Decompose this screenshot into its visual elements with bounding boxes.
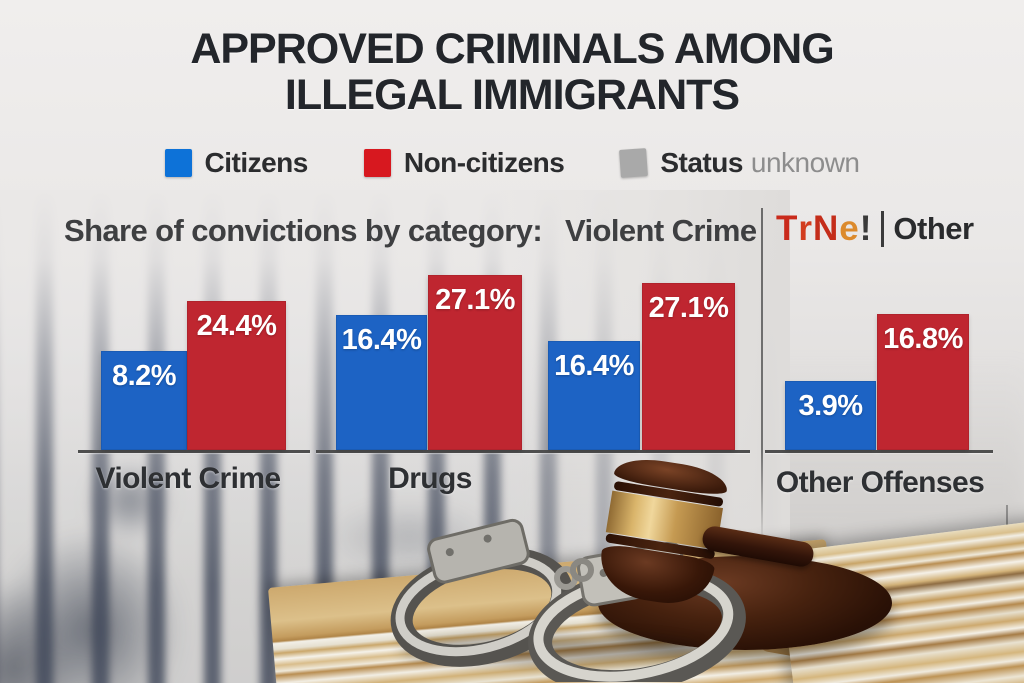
page-title: APPROVED CRIMINALS AMONG ILLEGAL IMMIGRA… (0, 26, 1024, 119)
bar-non-citizens-violent-crime: 24.4% (187, 301, 286, 450)
bar-non-citizens: 27.1% (642, 283, 735, 450)
logo-char: e (839, 209, 860, 248)
non-citizens-color-swatch (363, 149, 391, 177)
citizens-color-swatch (164, 149, 192, 177)
legend-item-non-citizens: Non-citizens (363, 147, 565, 179)
legend-label-status-unknown: Status unknown (660, 147, 860, 179)
subtitle-category-violent-crime: Violent Crime (565, 213, 757, 248)
bar-value-label: 3.9% (798, 390, 863, 422)
logo-text: TrNe! (776, 209, 872, 249)
status-unknown-color-swatch (619, 148, 649, 178)
legend-label-citizens: Citizens (204, 147, 309, 178)
chart-subtitle: Share of convictions by category: (64, 213, 543, 248)
bar-non-citizens-other-offenses: 16.8% (877, 314, 969, 450)
bar-value-label: 8.2% (111, 360, 177, 392)
legend-item-citizens: Citizens (164, 147, 309, 179)
title-line-2: ILLEGAL IMMIGRANTS (284, 71, 740, 120)
logo-char: ! (859, 209, 873, 248)
logo-separator (881, 211, 885, 247)
category-label-violent-crime: Violent Crime (95, 462, 281, 495)
right-edge-line (1006, 505, 1008, 567)
logo-char: r (798, 209, 814, 248)
logo-char: T (776, 209, 799, 248)
bar-citizens-violent-crime: 8.2% (101, 351, 187, 450)
legend-item-status-unknown: Status unknown (619, 147, 860, 179)
bar-citizens-other-offenses: 3.9% (785, 381, 876, 450)
bar-value-label: 16.4% (554, 350, 634, 382)
unknown-label: unknown (750, 147, 860, 178)
garbled-logo: TrNe! Other (776, 209, 974, 249)
bar-citizens: 16.4% (548, 341, 640, 450)
title-line-1: APPROVED CRIMINALS AMONG (190, 25, 834, 73)
axis-baseline (765, 450, 993, 453)
legend-label-non-citizens: Non-citizens (403, 147, 565, 178)
bar-non-citizens-drugs: 27.1% (428, 275, 522, 450)
axis-baseline (78, 450, 310, 453)
axis-baseline (316, 450, 750, 453)
category-label-other-offenses: Other Offenses (775, 466, 985, 499)
status-label: Status (660, 147, 743, 178)
chart-legend: Citizens Non-citizens Status unknown (0, 147, 1024, 179)
bar-value-label: 24.4% (196, 310, 277, 342)
vertical-divider (761, 208, 763, 546)
bar-citizens-drugs: 16.4% (336, 315, 427, 450)
bar-value-label: 27.1% (435, 284, 515, 316)
logo-other-label: Other (893, 211, 974, 246)
bar-value-label: 16.8% (883, 323, 963, 355)
logo-char: N (813, 209, 840, 248)
bar-value-label: 27.1% (648, 292, 729, 324)
bar-value-label: 16.4% (341, 324, 422, 356)
category-label-drugs: Drugs (388, 462, 472, 495)
